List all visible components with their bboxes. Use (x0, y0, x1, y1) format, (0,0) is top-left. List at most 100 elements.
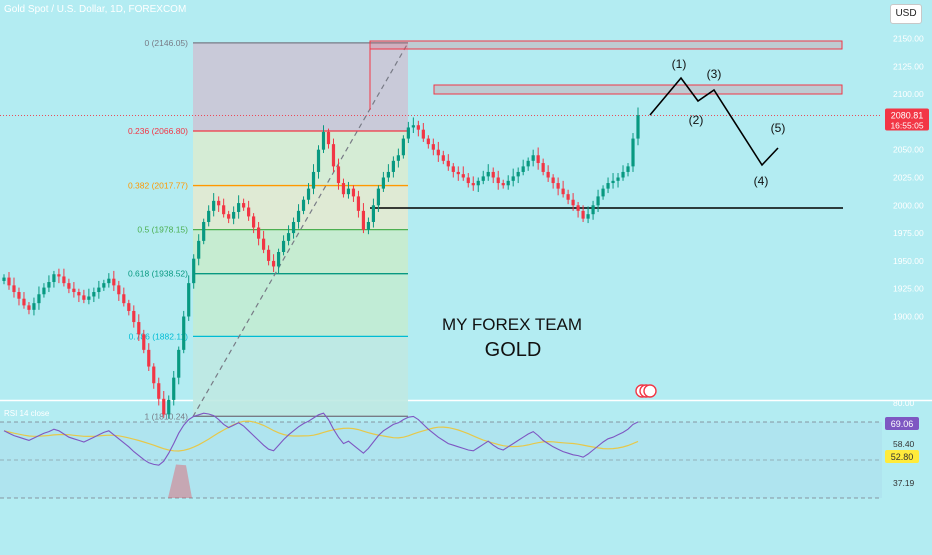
candle-body (222, 205, 226, 215)
candle-body (107, 278, 111, 284)
fib-level-label: 0.5 (1978.15) (137, 225, 188, 235)
candle-body (62, 276, 66, 284)
rsi-indicator-label: RSI 14 close (4, 409, 50, 418)
candle-body (271, 260, 276, 267)
price-axis-tick: 2125.00 (893, 61, 924, 71)
candle-body (127, 303, 131, 311)
candle-body (466, 177, 470, 184)
wave-label: (1) (672, 57, 687, 71)
candle-body (202, 221, 206, 241)
candle-body (112, 278, 116, 286)
rsi-ma-value: 52.80 (891, 452, 914, 462)
rsi-value: 69.06 (891, 419, 914, 429)
candle-body (516, 171, 520, 177)
fib-zone (193, 131, 408, 186)
candle-body (177, 349, 181, 378)
candle-body (521, 166, 525, 172)
candle-body (446, 160, 450, 167)
fib-zone (193, 336, 408, 417)
price-axis-tick: 2000.00 (893, 200, 924, 210)
candle-body (157, 383, 161, 399)
candle-body (546, 171, 550, 178)
candle-body (486, 171, 490, 177)
candle-body (142, 334, 146, 350)
candle-body (426, 138, 430, 145)
fib-level-label: 0.382 (2017.77) (128, 181, 188, 191)
candle-body (566, 194, 570, 200)
rsi-upper-value: 58.40 (893, 439, 915, 449)
candle-body (152, 366, 156, 384)
candle-body (227, 214, 231, 219)
candle-body (526, 160, 530, 167)
last-price-countdown: 16:55:05 (890, 120, 923, 130)
candle-body (286, 233, 291, 241)
candle-body (306, 188, 311, 200)
price-axis-tick: 2150.00 (893, 34, 924, 44)
candle-body (237, 203, 241, 212)
candle-body (296, 210, 301, 222)
candle-body (316, 149, 321, 172)
candle-body (421, 129, 425, 139)
candle-body (291, 221, 296, 234)
fib-level-label: 0.786 (1882.11) (129, 331, 189, 341)
candle-body (461, 174, 465, 178)
candle-body (401, 138, 405, 156)
candle-body (406, 127, 410, 139)
candle-body (496, 177, 500, 184)
candle-body (616, 177, 620, 181)
price-axis-tick: 1925.00 (893, 284, 924, 294)
candle-body (162, 398, 166, 415)
candle-body (72, 288, 76, 293)
overlay-asset-text: GOLD (485, 339, 542, 361)
candle-body (266, 249, 271, 261)
candle-body (441, 155, 445, 161)
economic-events-icon[interactable] (635, 384, 657, 398)
candle-body (172, 377, 176, 400)
candle-body (252, 216, 256, 228)
candle-body (132, 310, 136, 323)
resistance-zone-upper (369, 40, 843, 50)
candle-body (541, 163, 545, 172)
currency-button[interactable]: USD (890, 4, 922, 24)
candle-body (576, 205, 580, 211)
candle-body (471, 183, 475, 186)
candle-body (611, 180, 615, 184)
price-axis-tick: 2025.00 (893, 173, 924, 183)
candle-body (451, 166, 455, 172)
candle-body (626, 166, 630, 172)
candle-body (321, 131, 326, 150)
candle-body (207, 210, 211, 222)
candle-body (52, 274, 56, 283)
candle-body (586, 214, 590, 219)
candle-body (351, 188, 356, 197)
rsi-lower-value: 37.19 (893, 478, 915, 488)
candle-body (117, 285, 121, 295)
candle-body (256, 227, 261, 239)
candle-body (371, 205, 376, 222)
candle-body (411, 125, 415, 128)
event-marker (643, 384, 657, 398)
rsi-ma-badge (885, 450, 919, 463)
candle-body (57, 274, 61, 277)
candle-body (391, 160, 395, 172)
fib-zone (193, 273, 408, 337)
candle-body (301, 199, 306, 211)
candle-body (212, 200, 216, 211)
candle-body (232, 211, 236, 219)
candle-body (82, 295, 86, 300)
wave-label: (4) (754, 174, 769, 188)
rsi-ma-line (3, 420, 639, 452)
candle-body (491, 171, 495, 178)
candle-body (2, 277, 6, 281)
candle-body (341, 183, 346, 195)
fib-level-label: 0.236 (2066.80) (128, 126, 188, 136)
price-axis-tick: 1975.00 (893, 228, 924, 238)
rsi-pane-bg (0, 401, 932, 550)
candle-body (381, 177, 386, 189)
candle-body (22, 298, 26, 306)
candle-body (386, 171, 390, 178)
fib-zone (193, 42, 408, 132)
wave-projection (649, 76, 779, 167)
